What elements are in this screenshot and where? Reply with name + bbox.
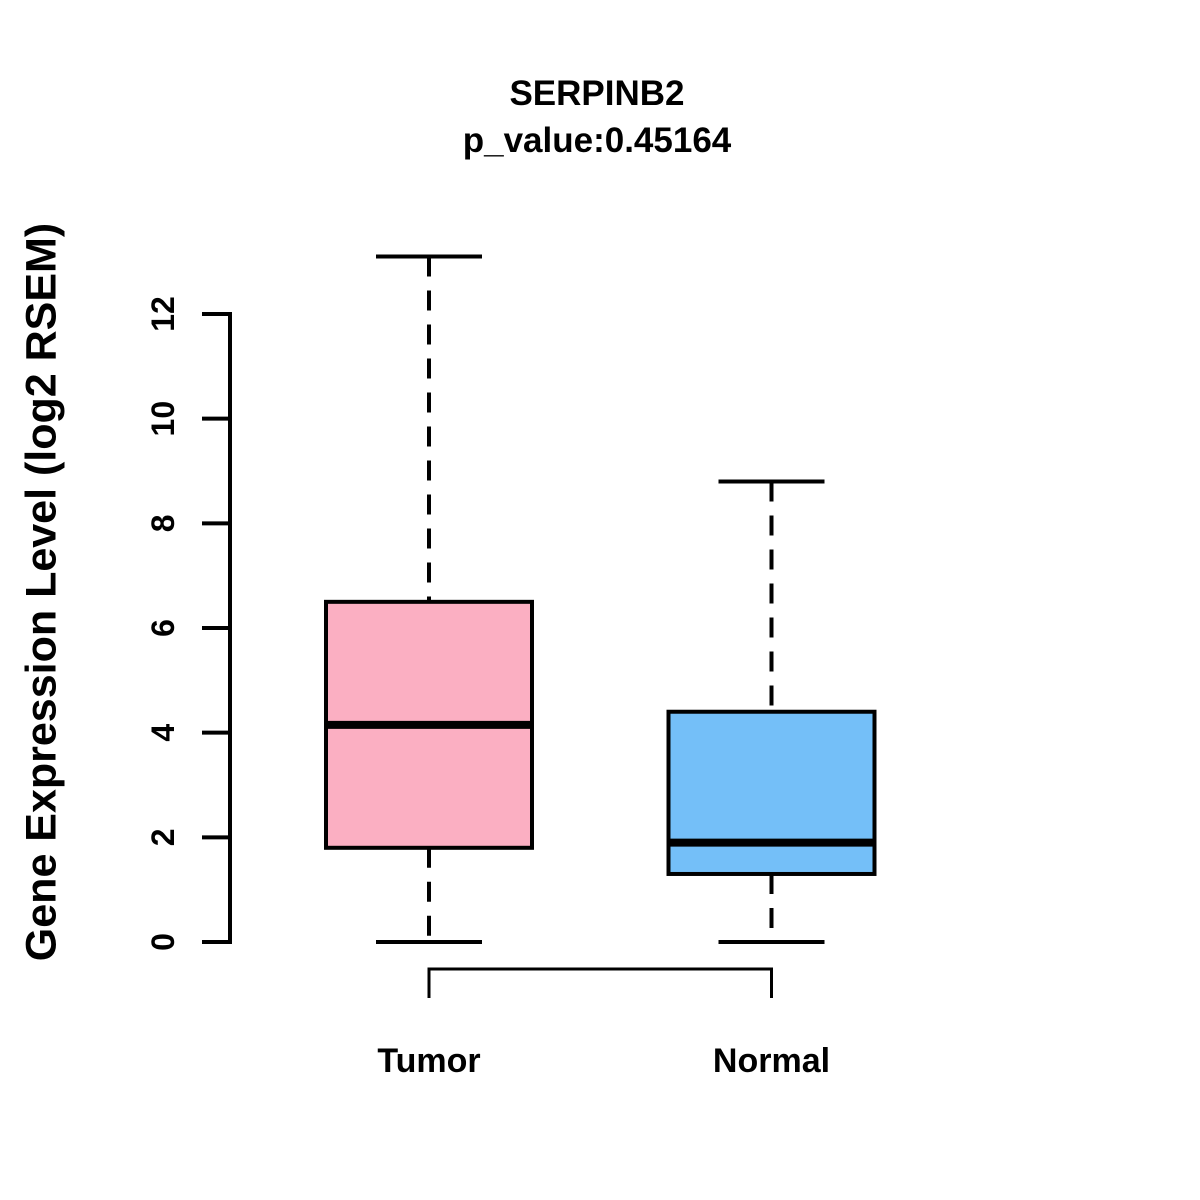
y-axis-tick-label: 0 (145, 933, 181, 951)
box-normal (666, 709, 877, 876)
y-axis-tick-label: 2 (145, 828, 181, 846)
chart-title: SERPINB2 (509, 74, 685, 113)
y-axis-tick-label: 10 (145, 401, 181, 437)
y-axis-tick-label: 8 (145, 514, 181, 532)
comparison-bracket (427, 967, 773, 998)
chart-subtitle-pvalue: p_value:0.45164 (462, 121, 732, 160)
y-axis-tick-label: 6 (145, 619, 181, 637)
category-label-tumor: Tumor (377, 1042, 480, 1080)
title-block: SERPINB2 p_value:0.45164 (463, 70, 732, 164)
category-label-normal: Normal (713, 1042, 830, 1080)
y-axis-tick-label: 4 (145, 724, 181, 742)
y-axis-tick-label: 12 (145, 296, 181, 332)
